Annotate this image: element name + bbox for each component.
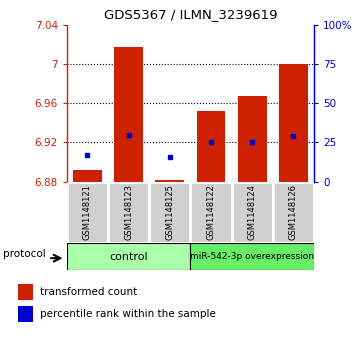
Bar — [191, 182, 232, 243]
Bar — [67, 243, 191, 270]
Bar — [238, 96, 267, 182]
Text: GSM1148122: GSM1148122 — [206, 184, 216, 240]
Bar — [73, 170, 102, 182]
Bar — [18, 284, 33, 300]
Bar — [18, 306, 33, 322]
Title: GDS5367 / ILMN_3239619: GDS5367 / ILMN_3239619 — [104, 8, 277, 21]
Text: GSM1148125: GSM1148125 — [165, 184, 174, 240]
Text: GSM1148123: GSM1148123 — [124, 184, 133, 240]
Text: GSM1148124: GSM1148124 — [248, 184, 257, 240]
Bar — [108, 182, 149, 243]
Bar — [273, 182, 314, 243]
Text: miR-542-3p overexpression: miR-542-3p overexpression — [190, 252, 314, 261]
Bar — [279, 65, 308, 182]
Text: transformed count: transformed count — [40, 287, 138, 297]
Bar — [191, 243, 314, 270]
Bar — [114, 47, 143, 182]
Bar — [149, 182, 191, 243]
Bar — [232, 182, 273, 243]
Text: GSM1148121: GSM1148121 — [83, 184, 92, 240]
Bar — [67, 182, 108, 243]
Text: control: control — [109, 252, 148, 262]
Bar — [155, 180, 184, 182]
Text: percentile rank within the sample: percentile rank within the sample — [40, 309, 216, 319]
Text: GSM1148126: GSM1148126 — [289, 184, 298, 240]
Text: protocol: protocol — [3, 249, 46, 259]
Bar — [197, 111, 226, 182]
